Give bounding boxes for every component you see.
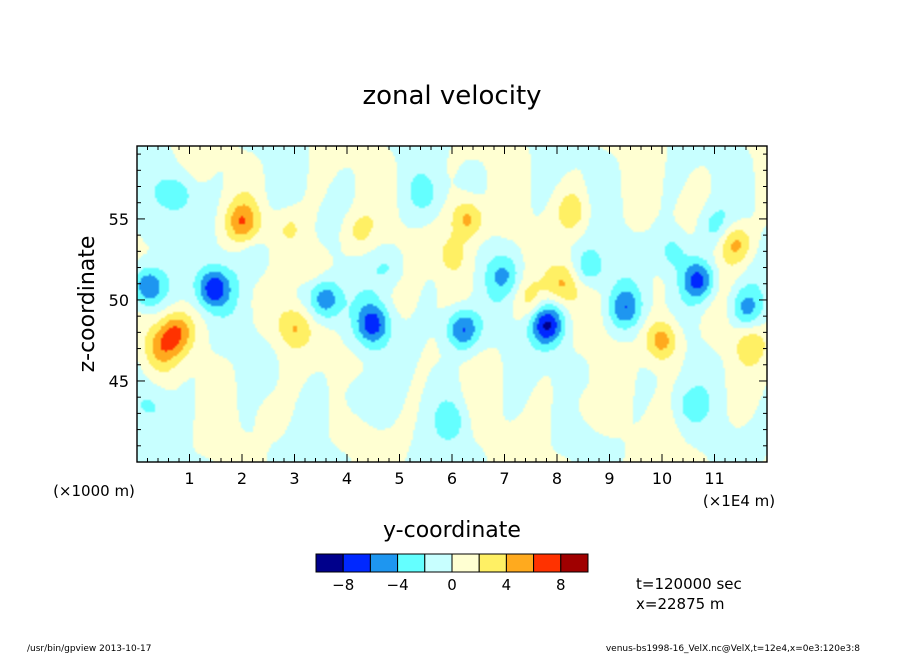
y-axis-tick-labels: 45 50 55 xyxy=(109,210,129,391)
position-label: x=22875 m xyxy=(636,595,725,613)
footer-left: /usr/bin/gpview 2013-10-17 xyxy=(27,644,151,654)
colorbar-tick-label: −8 xyxy=(332,576,354,594)
heatmap-field xyxy=(137,146,767,462)
x-tick-label: 11 xyxy=(704,469,724,488)
colorbar-cell xyxy=(478,553,507,573)
time-label: t=120000 sec xyxy=(636,575,742,593)
x-tick-label: 6 xyxy=(447,469,457,488)
footer-right: venus-bs1998-16_VelX.nc@VelX,t=12e4,x=0e… xyxy=(606,644,860,654)
x-unit-right-label: (×1E4 m) xyxy=(703,492,775,510)
colorbar-labels: −8 −4 0 4 8 xyxy=(332,576,565,594)
y-tick-label: 55 xyxy=(109,210,129,229)
x-tick-label: 9 xyxy=(604,469,614,488)
colorbar-cell xyxy=(451,553,480,573)
x-axis-tick-labels: 1 2 3 4 5 6 7 8 9 10 11 xyxy=(184,469,724,488)
colorbar-cell xyxy=(397,553,426,573)
x-tick-label: 3 xyxy=(289,469,299,488)
x-axis-ticks xyxy=(147,146,757,462)
chart-title: zonal velocity xyxy=(362,81,541,111)
colorbar-cell xyxy=(369,553,399,573)
x-tick-label: 5 xyxy=(394,469,404,488)
colorbar-cell xyxy=(424,553,453,573)
y-tick-label: 45 xyxy=(109,372,129,391)
y-tick-label: 50 xyxy=(109,291,129,310)
colorbar-cell xyxy=(560,553,589,573)
x-tick-label: 10 xyxy=(652,469,672,488)
colorbar-cells xyxy=(315,553,589,573)
x-unit-left-label: (×1000 m) xyxy=(53,482,135,500)
colorbar-cell xyxy=(315,553,344,573)
y-axis-label: z-coordinate xyxy=(75,236,100,373)
y-axis-ticks xyxy=(137,153,767,447)
colorbar-cell xyxy=(342,553,371,573)
colorbar-tick-label: 0 xyxy=(447,576,457,594)
x-tick-label: 8 xyxy=(552,469,562,488)
x-tick-label: 2 xyxy=(237,469,247,488)
x-axis-label: y-coordinate xyxy=(383,518,521,543)
x-tick-label: 7 xyxy=(499,469,509,488)
colorbar-tick-label: −4 xyxy=(387,576,409,594)
colorbar-cell xyxy=(533,553,562,573)
colorbar-tick-label: 8 xyxy=(556,576,566,594)
x-tick-label: 1 xyxy=(184,469,194,488)
colorbar-cell xyxy=(505,553,535,573)
colorbar-tick-label: 4 xyxy=(502,576,512,594)
colorbar: −8 −4 0 4 8 xyxy=(315,553,589,594)
x-tick-label: 4 xyxy=(342,469,352,488)
